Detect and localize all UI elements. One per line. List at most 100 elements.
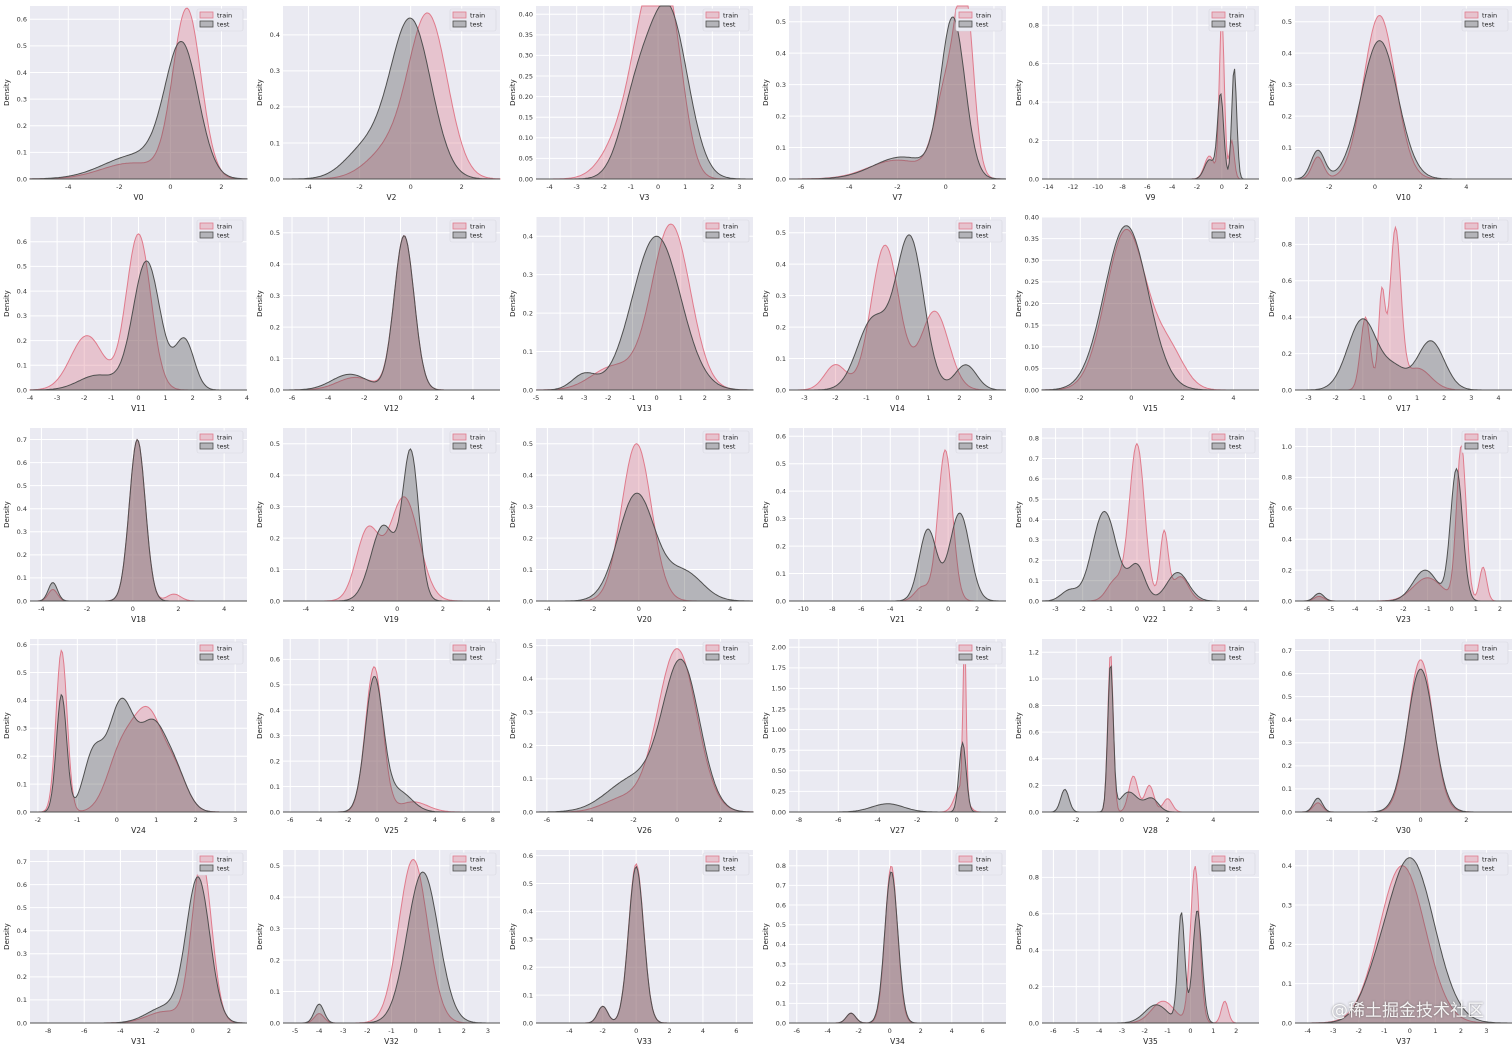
y-axis-label: Density (256, 501, 264, 528)
y-tick-label: 0.3 (523, 503, 533, 511)
legend-swatch-test (452, 231, 467, 239)
y-tick-label: 0.10 (1025, 343, 1039, 351)
y-axis-label: Density (509, 712, 517, 739)
y-tick-label: 2.00 (772, 644, 786, 652)
x-tick-label: 2 (1464, 816, 1468, 824)
plot-area (536, 639, 753, 812)
x-tick-label: 4 (701, 1027, 705, 1035)
kde-panel-V31: -8 -6 -4 -2 0 2 0.0 0.1 0.2 0.3 0.4 0.5 0.6 0.7 V31 Den… (3, 850, 247, 1046)
legend-swatch-test (958, 442, 973, 450)
y-tick-label: 0.0 (776, 1019, 786, 1027)
legend-label-test: test (723, 232, 736, 240)
legend-label-train: train (1482, 856, 1497, 864)
plot-area (789, 428, 1006, 601)
legend-swatch-test (1464, 864, 1479, 872)
y-tick-label: 0.3 (17, 725, 27, 733)
y-tick-label: 0.5 (1282, 18, 1292, 26)
x-tick-label: -4 (825, 1027, 831, 1035)
legend-label-test: test (1229, 21, 1242, 29)
kde-panel-V21: -10 -8 -6 -4 -2 0 2 0.0 0.1 0.2 0.3 0.4 0.5 0.6 V21 Den… (762, 428, 1006, 624)
y-tick-label: 0.3 (1029, 536, 1039, 544)
x-tick-label: -6 (794, 1027, 800, 1035)
plot-area (1295, 639, 1512, 812)
legend-swatch-train (958, 644, 973, 652)
x-tick-label: 1 (1474, 605, 1478, 613)
y-tick-label: 1.50 (772, 685, 786, 693)
x-tick-label: -1 (629, 394, 635, 402)
x-tick-label: -2 (914, 816, 920, 824)
y-tick-label: 0.2 (17, 122, 27, 130)
x-tick-label: 2 (667, 1027, 671, 1035)
legend-label-train: train (723, 645, 738, 653)
y-tick-label: 0.4 (270, 260, 280, 268)
y-axis-label: Density (509, 290, 517, 317)
y-tick-label: 0.2 (776, 323, 786, 331)
x-tick-label: 2 (1166, 816, 1170, 824)
x-tick-label: 0 (191, 1027, 195, 1035)
x-tick-label: -4 (544, 605, 550, 613)
x-axis-label: V26 (637, 826, 652, 835)
x-tick-label: 2 (194, 816, 198, 824)
x-tick-label: -2 (1077, 394, 1083, 402)
x-tick-label: -2 (1332, 394, 1338, 402)
y-tick-label: 0.5 (270, 681, 280, 689)
x-tick-label: 2 (227, 1027, 231, 1035)
y-tick-label: 0.2 (776, 980, 786, 988)
y-tick-label: 0.3 (776, 960, 786, 968)
x-tick-label: -2 (832, 394, 838, 402)
x-tick-label: 2 (1459, 1027, 1463, 1035)
x-tick-label: 0 (398, 394, 402, 402)
y-tick-label: 0.5 (1282, 693, 1292, 701)
kde-test-area (536, 492, 753, 602)
legend-swatch-train (199, 644, 214, 652)
x-tick-label: -6 (544, 816, 550, 824)
plot-area (1042, 639, 1259, 812)
y-tick-label: 0.1 (776, 570, 786, 578)
x-tick-label: -6 (289, 394, 295, 402)
legend-swatch-test (705, 20, 720, 28)
kde-panel-V3: -4 -3 -2 -1 0 1 2 3 0.00 0.05 0.10 0.15 0.20 0.25 0.30… (509, 5, 753, 202)
y-tick-label: 0.4 (776, 487, 786, 495)
x-axis-label: V18 (131, 615, 146, 624)
x-tick-label: -2 (894, 183, 900, 191)
x-tick-label: 2 (176, 605, 180, 613)
legend-swatch-test (705, 864, 720, 872)
legend-label-test: test (1482, 654, 1495, 662)
legend (702, 641, 750, 665)
y-tick-label: 0.0 (17, 386, 27, 394)
legend-label-train: train (1229, 645, 1244, 653)
y-tick-label: 0.3 (776, 292, 786, 300)
legend (1208, 430, 1256, 454)
x-tick-label: -2 (600, 1027, 606, 1035)
x-tick-label: -4 (1305, 1027, 1311, 1035)
y-tick-label: 0.40 (1025, 213, 1039, 221)
legend-label-test: test (470, 443, 483, 451)
x-tick-label: 2 (441, 605, 445, 613)
x-tick-label: 0 (414, 1027, 418, 1035)
kde-test-area (1295, 668, 1512, 813)
legend-swatch-test (452, 864, 467, 872)
y-tick-label: 0.0 (1282, 1019, 1292, 1027)
x-tick-label: 0 (656, 183, 660, 191)
legend-label-test: test (1482, 865, 1495, 873)
kde-panel-V17: -3 -2 -1 0 1 2 3 4 0.0 0.2 0.4 0.6 0.8 V17 Density trai… (1268, 217, 1512, 413)
y-tick-label: 0.0 (270, 597, 280, 605)
kde-panel-V14: -3 -2 -1 0 1 2 3 0.0 0.1 0.2 0.3 0.4 0.5 V14 Density tr… (762, 217, 1006, 413)
y-axis-label: Density (762, 290, 770, 317)
legend-swatch-train (1211, 644, 1226, 652)
y-tick-label: 0.30 (519, 52, 533, 60)
legend-label-train: train (470, 434, 485, 442)
x-tick-label: -4 (303, 605, 309, 613)
y-tick-label: 0.3 (270, 503, 280, 511)
y-tick-label: 0.0 (270, 386, 280, 394)
legend-swatch-train (1211, 222, 1226, 230)
legend-label-test: test (470, 21, 483, 29)
legend (1208, 8, 1256, 32)
legend-label-train: train (470, 12, 485, 20)
y-tick-label: 0.0 (1029, 1019, 1039, 1027)
y-tick-label: 0.1 (523, 991, 533, 999)
x-tick-label: 4 (950, 1027, 954, 1035)
y-tick-label: 1.2 (1029, 649, 1039, 657)
x-axis-label: V23 (1396, 615, 1411, 624)
legend-swatch-train (452, 222, 467, 230)
